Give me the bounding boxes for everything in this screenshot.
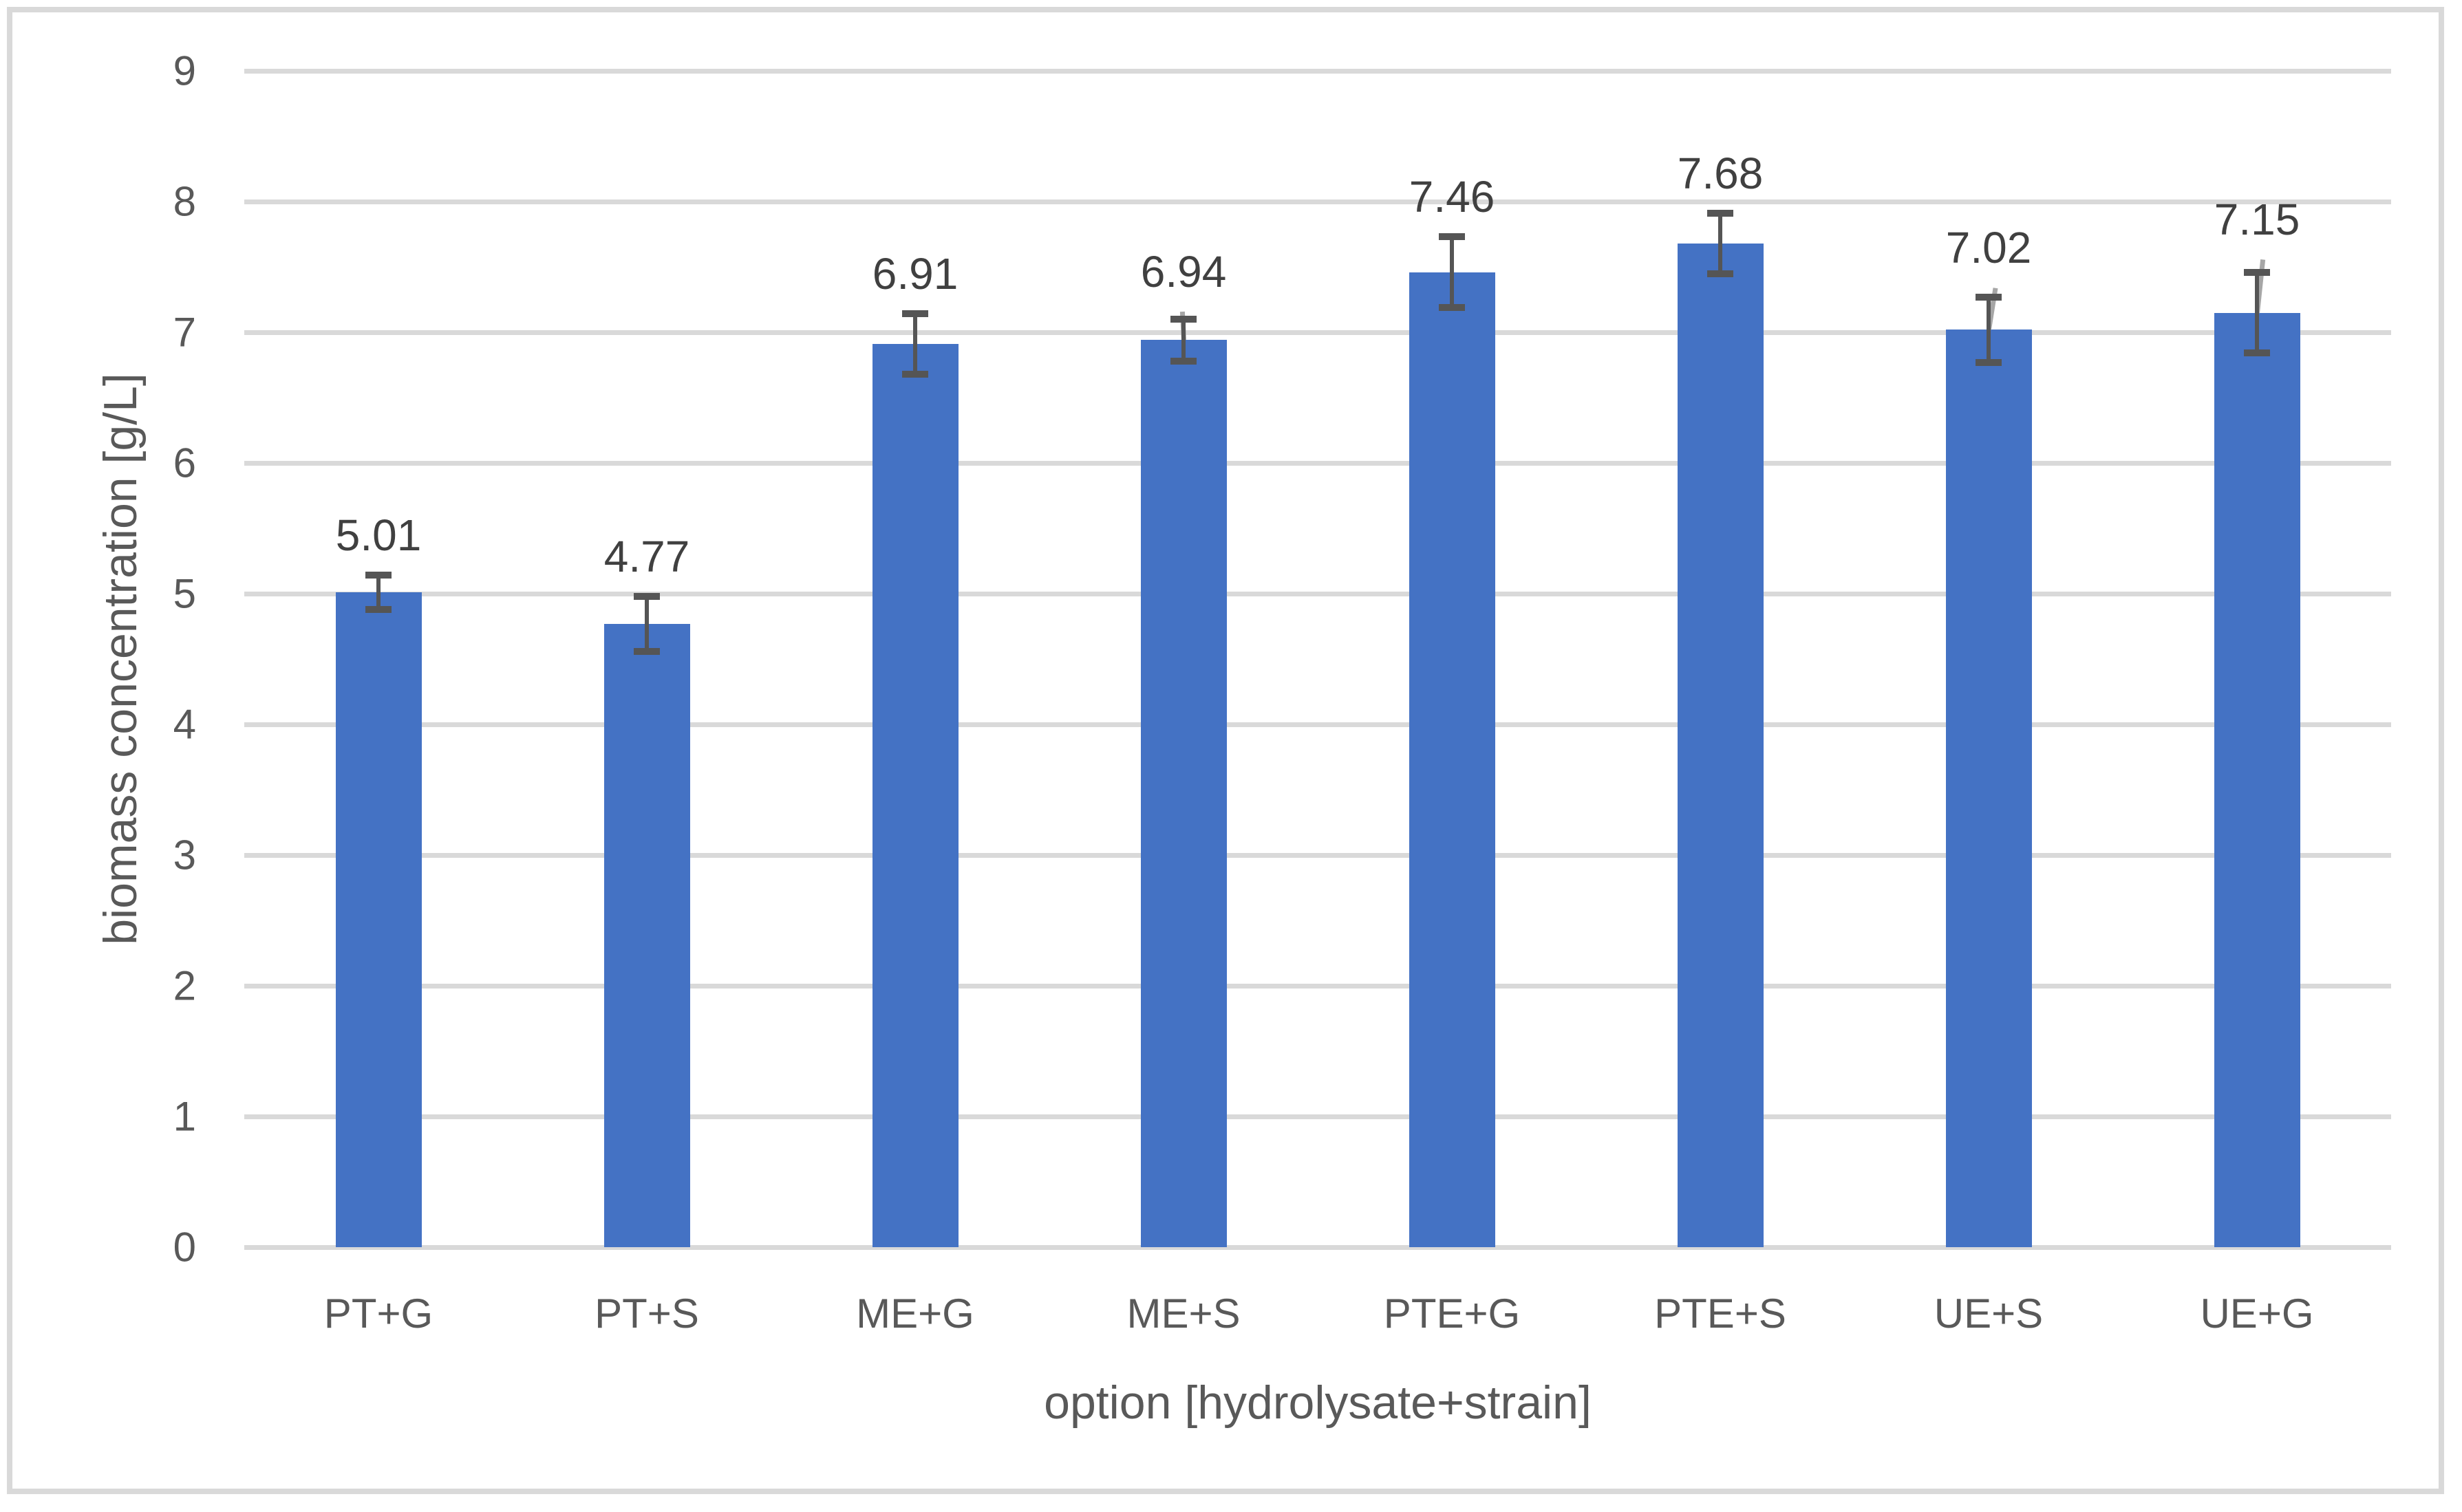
gridline-9: [244, 69, 2391, 74]
data-label-PT+G: 5.01: [335, 510, 422, 560]
error-bar-UE+S: [1987, 297, 1991, 363]
error-bar-top-cap-PTE+G: [1439, 233, 1465, 240]
data-label-UE+G: 7.15: [2214, 195, 2300, 244]
y-tick-label-5: 5: [173, 570, 196, 617]
x-tick-label-PTE+G: PTE+G: [1383, 1290, 1521, 1337]
bar-ME+G: [873, 344, 959, 1247]
y-tick-label-3: 3: [173, 832, 196, 878]
x-tick-label-PT+G: PT+G: [323, 1290, 433, 1337]
data-label-PT+S: 4.77: [603, 532, 690, 581]
gridline-4: [244, 722, 2391, 727]
x-axis-title: option [hydrolysate+strain]: [1044, 1376, 1592, 1429]
bar-PTE+G: [1409, 272, 1495, 1247]
y-tick-label-2: 2: [173, 962, 196, 1009]
y-tick-label-9: 9: [173, 47, 196, 94]
x-tick-label-PTE+S: PTE+S: [1654, 1290, 1786, 1337]
data-label-PTE+S: 7.68: [1677, 149, 1764, 198]
error-bar-ME+S: [1181, 319, 1186, 361]
x-tick-label-UE+G: UE+G: [2200, 1290, 2314, 1337]
gridline-0: [244, 1245, 2391, 1250]
error-bar-top-cap-PTE+S: [1707, 210, 1733, 217]
y-tick-label-4: 4: [173, 701, 196, 748]
error-bar-PT+S: [645, 596, 649, 651]
bar-ME+S: [1141, 340, 1227, 1247]
error-bar-bottom-cap-ME+S: [1170, 358, 1197, 365]
gridline-3: [244, 853, 2391, 858]
error-bar-top-cap-ME+S: [1170, 316, 1197, 323]
bar-UE+S: [1946, 330, 2032, 1247]
gridline-2: [244, 984, 2391, 989]
y-tick-label-1: 1: [173, 1093, 196, 1140]
data-label-PTE+G: 7.46: [1409, 172, 1495, 222]
bar-UE+G: [2214, 313, 2300, 1247]
error-bar-top-cap-UE+G: [2244, 269, 2270, 276]
error-bar-bottom-cap-UE+S: [1976, 359, 2002, 366]
y-tick-label-6: 6: [173, 440, 196, 486]
data-label-ME+G: 6.91: [872, 249, 959, 299]
y-axis-title: biomass concentration [g/L]: [94, 373, 147, 945]
gridline-1: [244, 1114, 2391, 1119]
gridline-8: [244, 199, 2391, 204]
error-bar-top-cap-PT+G: [365, 572, 392, 579]
error-bar-PTE+G: [1450, 237, 1454, 307]
error-bar-bottom-cap-UE+G: [2244, 349, 2270, 356]
error-bar-bottom-cap-PTE+S: [1707, 270, 1733, 277]
y-tick-label-8: 8: [173, 178, 196, 225]
x-tick-label-ME+S: ME+S: [1126, 1290, 1241, 1337]
error-bar-bottom-cap-ME+G: [902, 371, 928, 378]
error-bar-PT+G: [376, 575, 381, 609]
error-bar-UE+G: [2255, 272, 2259, 353]
x-tick-label-UE+S: UE+S: [1934, 1290, 2044, 1337]
y-tick-label-7: 7: [173, 309, 196, 356]
error-bar-bottom-cap-PTE+G: [1439, 304, 1465, 311]
gridline-7: [244, 330, 2391, 335]
bar-PTE+S: [1678, 244, 1764, 1247]
error-bar-top-cap-UE+S: [1976, 294, 2002, 301]
y-tick-label-0: 0: [173, 1224, 196, 1271]
error-bar-bottom-cap-PT+G: [365, 606, 392, 613]
data-label-ME+S: 6.94: [1140, 247, 1227, 296]
data-label-UE+S: 7.02: [1945, 223, 2032, 272]
gridline-5: [244, 592, 2391, 596]
error-bar-bottom-cap-PT+S: [634, 648, 660, 655]
x-tick-label-ME+G: ME+G: [856, 1290, 974, 1337]
error-bar-ME+G: [913, 314, 917, 374]
error-bar-top-cap-PT+S: [634, 593, 660, 600]
error-bar-PTE+S: [1718, 213, 1722, 274]
error-bar-top-cap-ME+G: [902, 310, 928, 317]
gridline-6: [244, 461, 2391, 466]
bar-PT+G: [336, 592, 422, 1247]
bar-PT+S: [604, 624, 690, 1247]
x-tick-label-PT+S: PT+S: [595, 1290, 699, 1337]
